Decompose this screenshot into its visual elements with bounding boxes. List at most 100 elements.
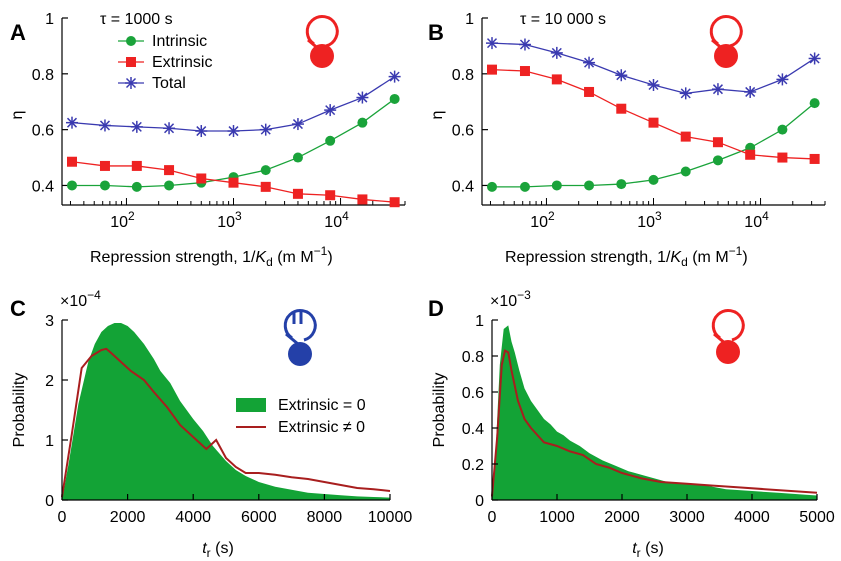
legend-marker — [126, 36, 136, 46]
data-point-intrinsic — [777, 124, 788, 135]
y-tick-label: 2 — [45, 373, 54, 390]
x-tick-label: 6000 — [241, 509, 277, 526]
y-tick-label: 0.8 — [462, 349, 484, 366]
data-point-intrinsic — [292, 152, 303, 163]
legend-item-total: Total — [118, 75, 186, 92]
data-point-total — [259, 123, 272, 136]
legend-item-extrinsic-nonzero: Extrinsic ≠ 0 — [236, 419, 365, 436]
histogram-area-extrinsic-zero — [62, 323, 390, 500]
x-tick-label: 103 — [637, 209, 662, 231]
axes-b: 0.4 0.6 0.8 1 102 103 104 — [452, 11, 826, 231]
x-tick-label: 8000 — [307, 509, 343, 526]
y-axis-label-a: η — [9, 111, 26, 120]
data-point-total — [163, 122, 176, 135]
panel-label-c: C — [10, 296, 26, 321]
y-axis-label-d: Probability — [431, 373, 448, 448]
x-axis-label-b: Repression strength, 1/Kd (m M−1) — [505, 244, 748, 269]
y-tick-label: 0.8 — [452, 67, 474, 84]
x-tick-label: 104 — [324, 209, 349, 231]
data-point-extrinsic — [357, 194, 368, 205]
legend-item-intrinsic: Intrinsic — [118, 33, 207, 50]
histogram-line-extrinsic-nonzero — [491, 349, 818, 497]
data-point-total — [66, 116, 79, 129]
legend-marker — [125, 77, 137, 89]
x-axis-label-d: tr (s) — [632, 540, 664, 560]
autorepression-circuit-icon — [711, 308, 745, 364]
data-point-intrinsic — [616, 179, 627, 190]
data-point-total — [679, 87, 692, 100]
data-point-extrinsic — [228, 177, 239, 188]
x-tick-label: 4000 — [734, 509, 770, 526]
data-point-intrinsic — [389, 93, 400, 104]
legend-marker — [126, 57, 136, 67]
data-point-extrinsic — [260, 181, 271, 192]
data-point-intrinsic — [648, 174, 659, 185]
x-tick-label: 0 — [488, 509, 497, 526]
plot-area-a — [66, 70, 401, 208]
data-point-total — [324, 104, 337, 117]
data-point-extrinsic — [325, 190, 336, 201]
plot-area-b — [486, 37, 821, 192]
data-point-extrinsic — [777, 152, 788, 163]
data-point-intrinsic — [325, 135, 336, 146]
data-point-total — [808, 52, 821, 65]
data-point-total — [711, 83, 724, 96]
y-tick-label: 1 — [45, 11, 54, 28]
legend-label: Extrinsic = 0 — [278, 397, 366, 414]
data-point-extrinsic — [131, 160, 142, 171]
legend-label: Extrinsic — [152, 54, 212, 71]
panel-b: B τ = 10 000 s 0.4 0.6 0.8 1 102 103 104 Repre… — [428, 11, 826, 269]
data-point-intrinsic — [551, 180, 562, 191]
data-point-total — [776, 73, 789, 86]
y-tick-label: 0 — [45, 493, 54, 510]
x-tick-label: 2000 — [604, 509, 640, 526]
y-tick-label: 1 — [45, 433, 54, 450]
x-tick-label: 4000 — [175, 509, 211, 526]
y-tick-label: 0.6 — [462, 385, 484, 402]
panel-label-d: D — [428, 296, 444, 321]
data-point-intrinsic — [809, 98, 820, 109]
x-tick-label: 3000 — [669, 509, 705, 526]
data-point-extrinsic — [164, 165, 175, 176]
exponent-label-c: ×10−4 — [60, 288, 101, 310]
data-point-extrinsic — [712, 137, 723, 148]
data-point-total — [227, 125, 240, 138]
data-point-total — [98, 119, 111, 132]
data-point-extrinsic — [519, 66, 530, 77]
data-point-total — [388, 70, 401, 83]
data-point-intrinsic — [712, 155, 723, 166]
x-tick-label: 103 — [217, 209, 242, 231]
x-tick-label: 102 — [110, 209, 135, 231]
legend-item-extrinsic: Extrinsic — [118, 54, 212, 71]
axes-c: 0 2000 4000 6000 8000 10000 0 1 2 3 — [45, 313, 412, 526]
data-point-total — [195, 125, 208, 138]
data-point-intrinsic — [260, 165, 271, 176]
histogram-line-extrinsic-nonzero — [61, 347, 391, 498]
data-point-extrinsic — [809, 153, 820, 164]
autorepression-circuit-icon — [709, 14, 743, 68]
y-tick-label: 0.8 — [32, 67, 54, 84]
panel-label-a: A — [10, 20, 26, 45]
x-tick-label: 10000 — [368, 509, 413, 526]
data-point-intrinsic — [519, 181, 530, 192]
data-point-extrinsic — [551, 74, 562, 85]
y-tick-label: 0.4 — [462, 421, 484, 438]
data-point-intrinsic — [164, 180, 175, 191]
data-point-total — [647, 78, 660, 91]
panel-c: C ×10−4 0 2000 4000 6000 8000 10000 0 1 2 3 Extri… — [10, 288, 412, 560]
blocked-autorepression-circuit-icon — [283, 308, 317, 366]
plot-area-c — [61, 323, 391, 500]
series-line-total — [71, 76, 395, 132]
data-point-total — [486, 37, 499, 50]
x-tick-label: 5000 — [799, 509, 835, 526]
y-tick-label: 3 — [45, 313, 54, 330]
y-axis-label-c: Probability — [11, 373, 28, 448]
panel-d: D ×10−3 0 1000 2000 3000 4000 500000.20.40.60… — [428, 288, 835, 560]
data-point-intrinsic — [487, 181, 498, 192]
autorepression-circuit-icon — [305, 14, 339, 68]
data-point-extrinsic — [487, 64, 498, 75]
data-point-total — [744, 85, 757, 98]
x-tick-label: 102 — [530, 209, 555, 231]
x-tick-label: 104 — [744, 209, 769, 231]
